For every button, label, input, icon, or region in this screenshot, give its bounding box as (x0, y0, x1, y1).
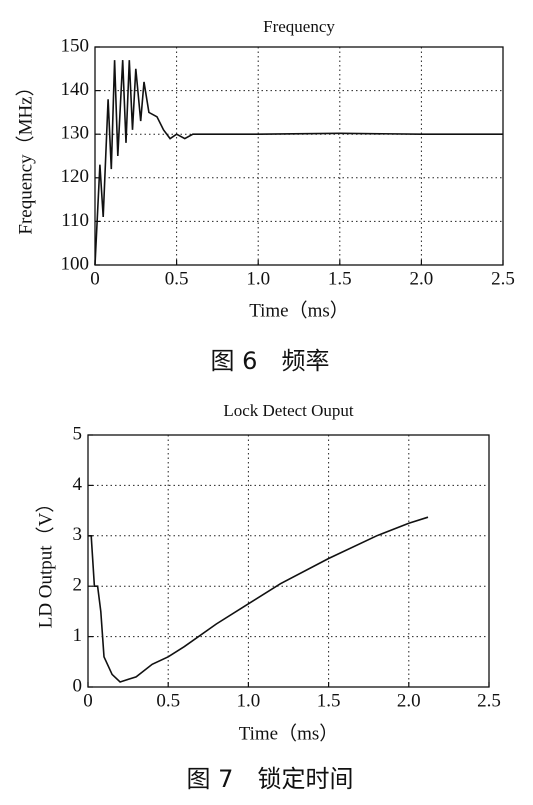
x-axis-label: Time（ms） (249, 299, 349, 321)
x-tick-label: 1.5 (317, 690, 341, 711)
figure-caption: 图 6 频率 (211, 347, 330, 375)
x-tick-label: 2.0 (397, 690, 421, 711)
x-tick-label: 1.0 (246, 268, 270, 289)
x-tick-label: 0.5 (156, 690, 180, 711)
x-axis-label: Time（ms） (239, 722, 339, 744)
x-tick-label: 0 (83, 690, 93, 711)
plot-frame (94, 46, 504, 266)
x-tick-label: 0 (90, 268, 100, 289)
y-tick-label: 2 (73, 575, 83, 596)
data-line (94, 60, 503, 266)
plot-frame (87, 434, 490, 688)
y-tick-label: 140 (61, 79, 90, 100)
x-tick-label: 0.5 (165, 268, 189, 289)
chart-title: Lock Detect Ouput (223, 401, 354, 420)
x-tick-label: 1.0 (237, 690, 261, 711)
y-tick-label: 5 (73, 423, 83, 444)
x-tick-label: 1.5 (328, 268, 352, 289)
y-axis-label: Frequency（MHz） (14, 77, 36, 234)
y-axis-label: LD Output（V） (34, 494, 56, 629)
y-tick-label: 110 (61, 210, 89, 231)
x-tick-label: 2.0 (410, 268, 434, 289)
figure-caption: 图 7 锁定时间 (187, 765, 354, 793)
y-tick-label: 120 (61, 166, 90, 187)
chart-title: Frequency (263, 17, 335, 36)
y-tick-label: 130 (61, 123, 90, 144)
x-tick-label: 2.5 (491, 268, 515, 289)
y-tick-label: 4 (73, 474, 83, 495)
y-tick-label: 100 (61, 253, 90, 274)
y-tick-label: 150 (61, 35, 90, 56)
y-tick-label: 0 (73, 675, 83, 696)
x-tick-label: 2.5 (477, 690, 501, 711)
y-tick-label: 3 (73, 524, 83, 545)
y-tick-label: 1 (73, 625, 83, 646)
data-line (88, 516, 429, 683)
